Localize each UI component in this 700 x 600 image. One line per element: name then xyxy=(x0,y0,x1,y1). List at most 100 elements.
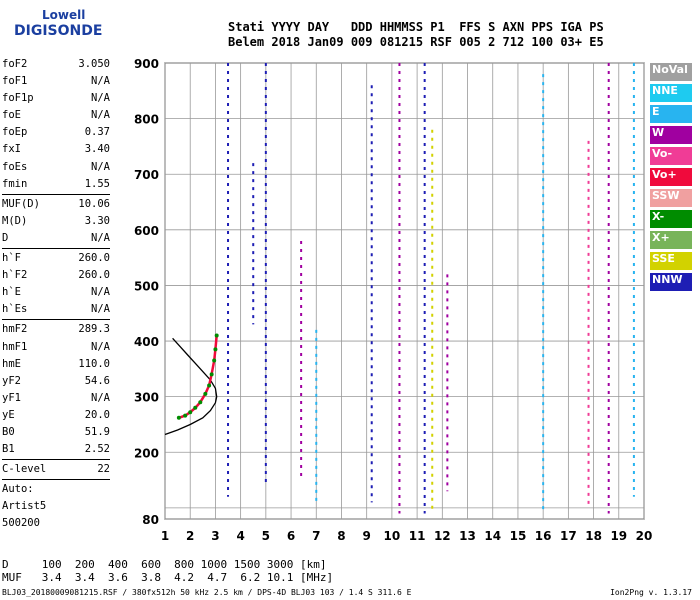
plot-area xyxy=(164,62,645,520)
legend-item-e: E xyxy=(650,105,692,123)
param-value: 110.0 xyxy=(78,357,110,370)
param-key: C-level xyxy=(2,463,47,476)
x-tick-label: 16 xyxy=(535,529,552,543)
param-value: N/A xyxy=(91,286,110,299)
y-tick-label: 700 xyxy=(134,168,159,182)
x-tick-label: 9 xyxy=(363,529,371,543)
param-value: 0.37 xyxy=(84,126,110,139)
param-key: yF2 xyxy=(2,374,21,387)
param-value: 3.40 xyxy=(84,143,110,156)
x-tick-label: 17 xyxy=(560,529,577,543)
auto-scaling-line: Artist5 xyxy=(2,500,47,513)
param-key: foF1 xyxy=(2,75,28,88)
muf-distance-row: D 100 200 400 600 800 1000 1500 3000 [km… xyxy=(2,558,327,571)
x-tick-label: 12 xyxy=(434,529,451,543)
y-tick-label: 900 xyxy=(134,57,159,71)
param-row: fxI 3.40 xyxy=(2,141,110,158)
param-row: D N/A xyxy=(2,230,110,247)
param-key: B1 xyxy=(2,443,15,456)
legend-item-sse: SSE xyxy=(650,252,692,270)
param-row: fmin 1.55 xyxy=(2,176,110,193)
legend-item-vo: Vo+ xyxy=(650,168,692,186)
param-key: B0 xyxy=(2,425,15,438)
y-tick-label: 400 xyxy=(134,335,159,349)
y-tick-label: 800 xyxy=(134,113,159,127)
station-header: Stati YYYY DAY DDD HHMMSS P1 FFS S AXN P… xyxy=(228,20,604,50)
param-key: M(D) xyxy=(2,214,28,227)
y-tick-label: 200 xyxy=(134,446,159,460)
legend-item-noval: NoVal xyxy=(650,63,692,81)
param-key: MUF(D) xyxy=(2,197,40,210)
param-value: 3.050 xyxy=(78,58,110,70)
param-value: N/A xyxy=(91,109,110,122)
x-tick-label: 11 xyxy=(409,529,426,543)
param-value: N/A xyxy=(91,75,110,88)
param-separator xyxy=(2,319,110,321)
param-key: hmE xyxy=(2,357,21,370)
f2-trace-point xyxy=(188,410,193,415)
param-value: 51.9 xyxy=(84,425,110,438)
f2-trace-point xyxy=(212,358,217,363)
param-value: 20.0 xyxy=(84,408,110,421)
param-row: B1 2.52 xyxy=(2,441,110,458)
x-tick-label: 1 xyxy=(161,529,169,543)
param-key: h`F2 xyxy=(2,269,28,282)
param-separator xyxy=(2,248,110,250)
electron-density-profile xyxy=(164,337,218,436)
param-row: foF1 N/A xyxy=(2,73,110,90)
param-value: N/A xyxy=(91,92,110,105)
x-tick-label: 10 xyxy=(384,529,401,543)
y-tick-label: 80 xyxy=(142,513,159,527)
param-key: foF2 xyxy=(2,58,28,70)
auto-scaling-line: Auto: xyxy=(2,483,34,496)
x-tick-label: 14 xyxy=(484,529,501,543)
param-row: h`F 260.0 xyxy=(2,250,110,267)
param-separator xyxy=(2,459,110,461)
param-key: fxI xyxy=(2,143,21,156)
legend-item-ssw: SSW xyxy=(650,189,692,207)
x-tick-label: 5 xyxy=(262,529,270,543)
param-row: foF1p N/A xyxy=(2,90,110,107)
x-tick-label: 15 xyxy=(510,529,527,543)
param-key: h`E xyxy=(2,286,21,299)
x-tick-label: 20 xyxy=(636,529,653,543)
muf-value-row: MUF 3.4 3.4 3.6 3.8 4.2 4.7 6.2 10.1 [MH… xyxy=(2,571,334,584)
legend-item-vo: Vo- xyxy=(650,147,692,165)
x-tick-label: 18 xyxy=(585,529,602,543)
version-footer: Ion2Png v. 1.3.17 xyxy=(610,588,692,597)
f2-trace-point xyxy=(198,400,203,405)
param-row: yE 20.0 xyxy=(2,407,110,424)
param-row: h`Es N/A xyxy=(2,301,110,318)
param-row: B0 51.9 xyxy=(2,424,110,441)
param-separator xyxy=(2,479,110,481)
param-row: foE N/A xyxy=(2,107,110,124)
param-key: h`Es xyxy=(2,303,28,316)
f2-trace-point xyxy=(183,413,188,418)
lowell-digisonde-logo: Lowell DIGISONDE xyxy=(2,6,102,42)
header-line1: Stati YYYY DAY DDD HHMMSS P1 FFS S AXN P… xyxy=(228,20,604,34)
f2-trace-point xyxy=(193,405,198,410)
x-tick-label: 13 xyxy=(459,529,476,543)
param-key: hmF1 xyxy=(2,340,28,353)
x-tick-label: 8 xyxy=(337,529,345,543)
legend-item-x: X+ xyxy=(650,231,692,249)
param-row: foF2 3.050 xyxy=(2,56,110,73)
param-key: foEp xyxy=(2,126,28,139)
param-row: h`E N/A xyxy=(2,284,110,301)
param-row: M(D) 3.30 xyxy=(2,213,110,230)
auto-scaling-line: 500200 xyxy=(2,517,40,530)
param-row: foEp 0.37 xyxy=(2,124,110,141)
param-key: D xyxy=(2,231,9,244)
param-value: 260.0 xyxy=(78,269,110,282)
param-key: h`F xyxy=(2,252,21,265)
param-value: N/A xyxy=(91,160,110,173)
scaled-parameters-panel: foF2 3.050 foF1 N/A foF1p N/A foE N/A foEp 0.37 fx… xyxy=(2,56,110,533)
legend-item-nne: NNE xyxy=(650,84,692,102)
x-tick-label: 6 xyxy=(287,529,295,543)
y-tick-label: 500 xyxy=(134,279,159,293)
param-key: fmin xyxy=(2,177,28,190)
x-tick-label: 4 xyxy=(236,529,244,543)
x-tick-label: 2 xyxy=(186,529,194,543)
param-row: yF2 54.6 xyxy=(2,373,110,390)
